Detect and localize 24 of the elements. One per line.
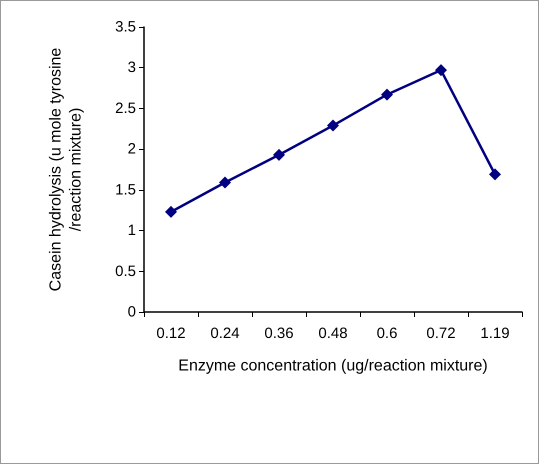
y-tick-label: 2.5 <box>115 100 136 117</box>
x-tick-label: 0.48 <box>318 325 348 342</box>
y-tick-label: 0 <box>128 304 136 320</box>
x-tick-label: 1.19 <box>480 325 510 342</box>
y-tick-label: 1 <box>128 222 136 240</box>
x-tick-label: 0.36 <box>264 325 294 342</box>
y-tick-label: 2 <box>128 140 136 158</box>
y-tick-label: 3.5 <box>115 18 136 36</box>
x-tick-label: 0.6 <box>376 325 398 342</box>
y-tick-label: 3 <box>128 59 136 76</box>
x-tick-label: 0.12 <box>156 325 186 342</box>
y-axis-title: Casein hydrolysis (u mole tyrosine /reaction mixture) <box>48 48 84 292</box>
point <box>327 120 339 132</box>
x-tick-label: 0.24 <box>210 325 240 342</box>
point <box>435 64 447 76</box>
point <box>219 176 231 189</box>
y-tick-label: 1.5 <box>115 181 136 198</box>
y-tick-label: 0.5 <box>115 262 136 280</box>
point <box>273 148 285 161</box>
point <box>381 88 393 101</box>
x-tick-label: 0.72 <box>426 325 456 342</box>
point <box>165 206 177 218</box>
x-axis-title: Enzyme concentration (ug/reaction mixture) <box>178 358 488 374</box>
point <box>489 168 501 180</box>
